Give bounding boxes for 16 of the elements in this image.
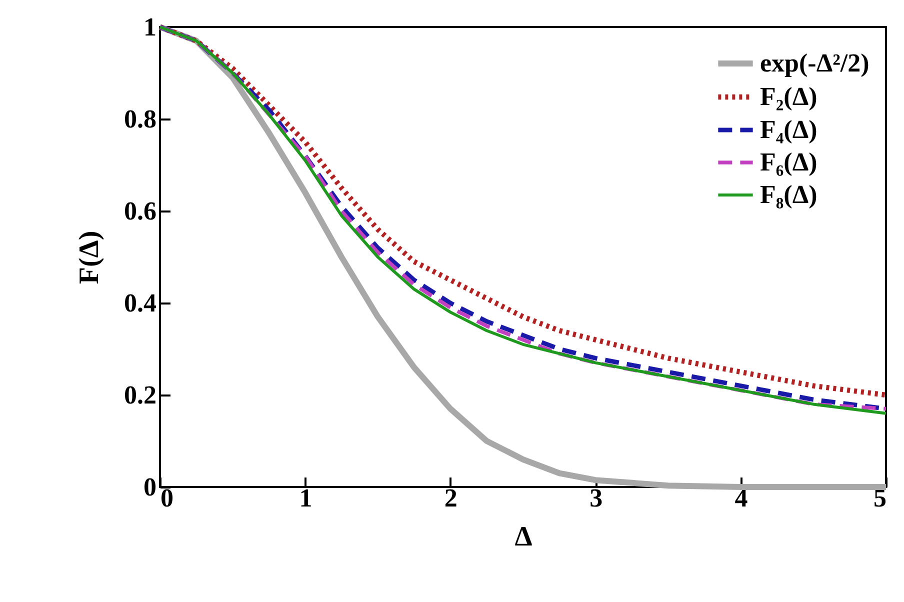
y-tick-label: 0.2 — [124, 380, 156, 410]
legend-label: F₆(Δ) — [760, 148, 818, 176]
legend-label: exp(-Δ²/2) — [760, 48, 870, 78]
x-tick-label: 4 — [734, 484, 748, 512]
y-tick-label: 0.8 — [124, 104, 156, 134]
y-tick-label: 0.6 — [124, 196, 156, 226]
legend-label: F₈(Δ) — [760, 180, 818, 209]
x-axis-title: Δ — [514, 522, 533, 552]
y-tick-label: 0.4 — [124, 288, 156, 318]
x-tick-label: 2 — [444, 484, 458, 512]
legend-label: F₄(Δ) — [760, 115, 818, 144]
y-tick-label: 1 — [144, 12, 156, 42]
legend-label: F₂(Δ) — [760, 82, 818, 111]
y-axis-title: F(Δ) — [74, 230, 105, 284]
x-tick-label: 3 — [590, 484, 603, 512]
x-tick-label: 1 — [299, 484, 312, 512]
